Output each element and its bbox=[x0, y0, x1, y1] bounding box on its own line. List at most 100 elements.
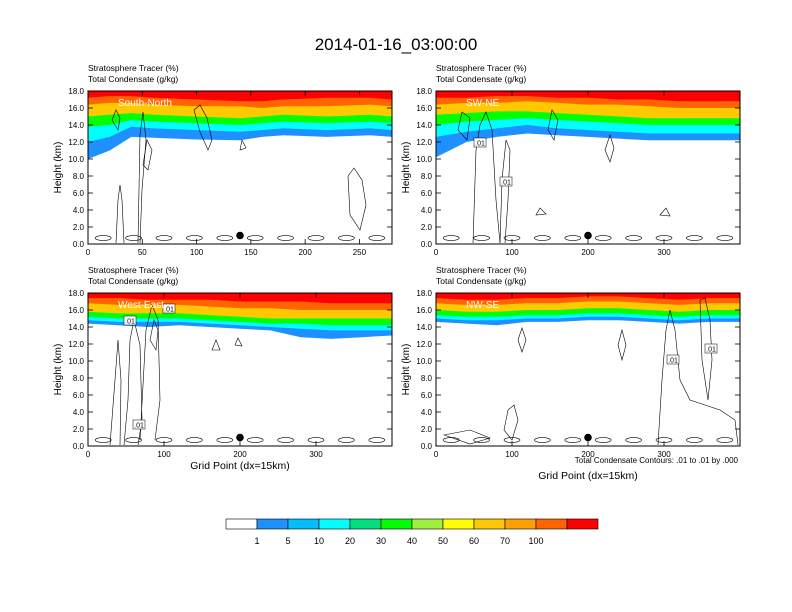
contour-blob bbox=[94, 235, 112, 241]
contour-blob bbox=[716, 235, 734, 241]
y-axis-label: Height (km) bbox=[53, 142, 64, 194]
contour-blob bbox=[216, 235, 234, 241]
colorbar-swatch bbox=[535, 518, 568, 530]
y-tick-label: 18.0 bbox=[416, 87, 432, 96]
contour-line bbox=[111, 109, 121, 131]
y-axis-label: Height (km) bbox=[53, 344, 64, 396]
y-tick-label: 0.0 bbox=[421, 442, 433, 451]
contour-line bbox=[234, 337, 243, 347]
y-axis-label: Height (km) bbox=[401, 142, 412, 194]
contour-label: .01 bbox=[501, 180, 511, 187]
y-tick-label: 2.0 bbox=[421, 223, 433, 232]
y-tick-label: 16.0 bbox=[68, 306, 84, 315]
contour-line bbox=[347, 167, 367, 231]
contour-line bbox=[442, 429, 491, 445]
y-tick-label: 16.0 bbox=[416, 104, 432, 113]
colorbar: 1 5 10 20 30 40 50 60 70 100 bbox=[225, 518, 599, 546]
contour-label: .01 bbox=[134, 423, 144, 430]
y-tick-label: 2.0 bbox=[73, 223, 85, 232]
contour-label-box bbox=[704, 343, 718, 354]
contour-footnote: Total Condensate Contours: .01 to .01 by… bbox=[575, 456, 739, 465]
contour-blob bbox=[534, 235, 551, 241]
contour-line bbox=[149, 318, 159, 351]
y-tick-label: 14.0 bbox=[416, 323, 432, 332]
y-tick-label: 0.0 bbox=[73, 240, 85, 249]
x-tick-label: 200 bbox=[581, 248, 595, 257]
station-marker bbox=[236, 231, 244, 240]
contour-label-box bbox=[473, 137, 487, 148]
y-tick-label: 18.0 bbox=[68, 87, 84, 96]
y-tick-label: 8.0 bbox=[73, 172, 85, 181]
colorbar-label: 100 bbox=[528, 536, 543, 546]
contour-blob bbox=[186, 235, 203, 241]
contour-line bbox=[503, 404, 519, 441]
panel-title-line: Stratosphere Tracer (%) bbox=[88, 63, 179, 73]
y-tick-label: 4.0 bbox=[421, 206, 433, 215]
colorbar-label: 20 bbox=[345, 536, 355, 546]
colorbar-swatch bbox=[225, 518, 258, 530]
contour-blob bbox=[368, 437, 386, 443]
figure-title: 2014-01-16_03:00:00 bbox=[315, 35, 478, 54]
contour-blob bbox=[246, 437, 264, 443]
colorbar-label: 60 bbox=[469, 536, 479, 546]
y-tick-label: 12.0 bbox=[416, 340, 432, 349]
contour-line bbox=[115, 184, 125, 244]
contour-line bbox=[604, 134, 615, 163]
tracer-field bbox=[88, 91, 392, 244]
y-tick-label: 0.0 bbox=[421, 240, 433, 249]
colorbar-label: 50 bbox=[438, 536, 448, 546]
x-tick-label: 0 bbox=[434, 248, 439, 257]
x-tick-label: 200 bbox=[233, 450, 247, 459]
x-tick-label: 100 bbox=[505, 450, 519, 459]
x-tick-label: 100 bbox=[190, 248, 204, 257]
x-tick-label: 300 bbox=[309, 450, 323, 459]
y-tick-label: 10.0 bbox=[416, 357, 432, 366]
panel-south-north: Stratosphere Tracer (%)Total Condensate … bbox=[53, 63, 393, 257]
x-tick-label: 50 bbox=[138, 248, 147, 257]
colorbar-swatch bbox=[411, 518, 444, 530]
colorbar-swatch bbox=[380, 518, 413, 530]
station-marker bbox=[584, 231, 592, 240]
colorbar-label: 1 bbox=[254, 536, 259, 546]
contour-blob bbox=[216, 437, 234, 443]
colorbar-swatch bbox=[349, 518, 382, 530]
x-tick-label: 100 bbox=[505, 248, 519, 257]
contour-line bbox=[547, 109, 559, 141]
panel-title-line: Stratosphere Tracer (%) bbox=[436, 265, 527, 275]
x-tick-label: 0 bbox=[86, 450, 91, 459]
panel-label: NW-SE bbox=[466, 300, 499, 311]
y-tick-label: 6.0 bbox=[73, 189, 85, 198]
y-tick-label: 6.0 bbox=[421, 391, 433, 400]
contour-line bbox=[472, 111, 501, 244]
contour-line bbox=[499, 139, 511, 244]
panel-title-line: Total Condensate (g/kg) bbox=[436, 276, 526, 286]
x-axis-label: Grid Point (dx=15km) bbox=[190, 460, 290, 472]
contour-line bbox=[139, 304, 161, 441]
y-tick-label: 14.0 bbox=[68, 121, 84, 130]
contour-line bbox=[142, 139, 153, 171]
y-tick-label: 12.0 bbox=[68, 138, 84, 147]
contour-blob bbox=[473, 235, 490, 241]
tracer-band bbox=[88, 91, 392, 102]
colorbar-swatch bbox=[287, 518, 320, 530]
contour-blob bbox=[534, 437, 551, 443]
contour-blob bbox=[307, 235, 325, 241]
contour-line bbox=[517, 327, 527, 353]
contour-blob bbox=[564, 235, 582, 241]
y-tick-label: 16.0 bbox=[68, 104, 84, 113]
contour-blob bbox=[686, 235, 703, 241]
panel-label: West-East bbox=[118, 300, 164, 311]
colorbar-label: 30 bbox=[376, 536, 386, 546]
contour-blob bbox=[442, 437, 460, 443]
contour-line bbox=[137, 111, 147, 244]
contour-blob bbox=[338, 437, 355, 443]
contour-line bbox=[699, 297, 713, 401]
colorbar-label: 70 bbox=[500, 536, 510, 546]
y-tick-label: 4.0 bbox=[73, 408, 85, 417]
contour-label: .01 bbox=[164, 307, 174, 314]
contour-blob bbox=[338, 235, 355, 241]
y-tick-label: 8.0 bbox=[73, 374, 85, 383]
contour-blob bbox=[473, 437, 490, 443]
contour-blob bbox=[564, 437, 582, 443]
x-tick-label: 250 bbox=[353, 248, 367, 257]
